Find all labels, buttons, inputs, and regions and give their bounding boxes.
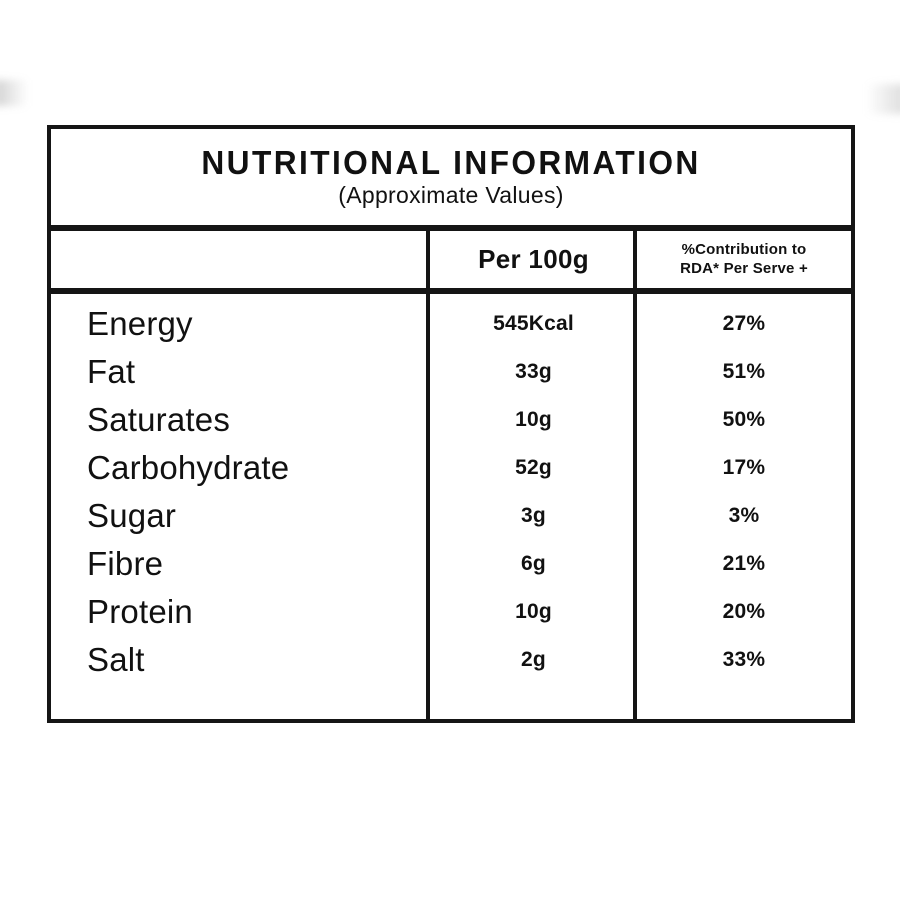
table-row: Sugar 3g 3%	[51, 492, 851, 540]
rda-header-line2: RDA* Per Serve +	[680, 259, 808, 277]
nutrient-label: Fibre	[87, 545, 164, 582]
table-row: Protein 10g 20%	[51, 588, 851, 636]
rda-percent-value: 20%	[722, 600, 766, 623]
per-100g-value: 52g	[515, 456, 552, 479]
divider-under-title	[51, 225, 851, 231]
rda-percent-value: 33%	[722, 648, 766, 671]
rda-percent-value: 21%	[722, 552, 766, 575]
table-row: Fibre 6g 21%	[51, 540, 851, 588]
table-row: Salt 2g 33%	[51, 636, 851, 684]
per-100g-value: 6g	[521, 552, 546, 575]
header-cell-per-100g: Per 100g	[478, 244, 589, 274]
nutrient-label: Fat	[87, 353, 136, 390]
table-row: Carbohydrate 52g 17%	[51, 444, 851, 492]
rda-percent-value: 27%	[722, 312, 766, 335]
per-100g-value: 10g	[515, 600, 552, 623]
header-cell-nutrient	[51, 231, 430, 288]
per-100g-value: 3g	[521, 504, 546, 527]
per-100g-value: 2g	[521, 648, 546, 671]
nutrient-label: Saturates	[87, 401, 231, 438]
nutrition-facts-table: NUTRITIONAL INFORMATION (Approximate Val…	[47, 125, 855, 723]
photo-edge-smudge-left	[0, 80, 28, 106]
per-100g-value: 10g	[515, 408, 552, 431]
column-divider-2	[633, 231, 637, 719]
rda-header-line1: %Contribution to	[681, 240, 807, 258]
photo-edge-smudge-right	[866, 84, 900, 114]
rda-percent-value: 51%	[722, 360, 766, 383]
table-title: NUTRITIONAL INFORMATION	[201, 144, 701, 182]
table-columns-region: Per 100g %Contribution to RDA* Per Serve…	[51, 231, 851, 719]
table-row: Energy 545Kcal 27%	[51, 300, 851, 348]
table-body: Energy 545Kcal 27% Fat 33g 51% Saturates…	[51, 294, 851, 719]
rda-percent-value: 3%	[728, 504, 760, 527]
table-subtitle: (Approximate Values)	[338, 181, 564, 208]
nutrient-label: Protein	[87, 593, 193, 630]
table-row: Fat 33g 51%	[51, 348, 851, 396]
per-100g-value: 545Kcal	[493, 312, 574, 335]
table-header-row: Per 100g %Contribution to RDA* Per Serve…	[51, 231, 851, 288]
rda-percent-value: 17%	[722, 456, 766, 479]
table-title-section: NUTRITIONAL INFORMATION (Approximate Val…	[51, 129, 851, 225]
column-divider-1	[426, 231, 430, 719]
header-cell-rda: %Contribution to RDA* Per Serve +	[637, 231, 851, 288]
per-100g-value: 33g	[515, 360, 552, 383]
rda-percent-value: 50%	[722, 408, 766, 431]
divider-under-header	[51, 288, 851, 294]
nutrient-label: Energy	[87, 305, 193, 342]
nutrient-label: Sugar	[87, 497, 177, 534]
nutrient-label: Salt	[87, 641, 145, 678]
table-row: Saturates 10g 50%	[51, 396, 851, 444]
nutrient-label: Carbohydrate	[87, 449, 290, 486]
